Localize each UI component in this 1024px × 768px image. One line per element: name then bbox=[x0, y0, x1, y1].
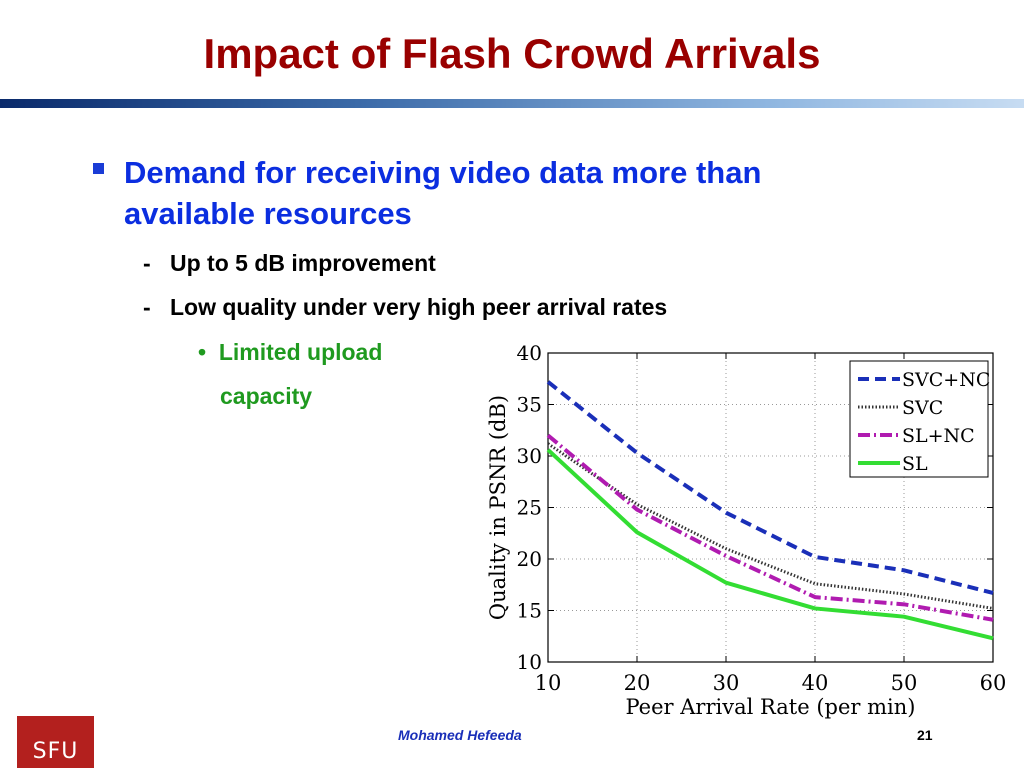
series-line-svc bbox=[547, 442, 994, 610]
legend-label: SVC bbox=[902, 397, 943, 419]
legend-label: SL+NC bbox=[902, 425, 975, 447]
main-bullet: Demand for receiving video data more tha… bbox=[124, 155, 762, 231]
y-tick-label: 30 bbox=[517, 444, 542, 468]
series-line-svc-nc bbox=[546, 380, 994, 595]
x-tick-label: 20 bbox=[624, 671, 651, 695]
y-tick-label: 10 bbox=[517, 650, 542, 674]
sub-bullet-2-text: Low quality under very high peer arrival… bbox=[170, 294, 668, 320]
y-tick-label: 35 bbox=[517, 393, 542, 417]
dash-marker: - bbox=[143, 294, 151, 320]
sub-bullet-1-text: Up to 5 dB improvement bbox=[170, 250, 436, 276]
x-tick-label: 10 bbox=[535, 671, 562, 695]
sfu-logo: SFU bbox=[17, 716, 94, 768]
y-tick-label: 40 bbox=[517, 345, 542, 365]
legend-label: SL bbox=[902, 453, 928, 475]
page-number: 21 bbox=[917, 727, 933, 743]
dot-marker: • bbox=[198, 339, 207, 365]
x-tick-label: 60 bbox=[980, 671, 1007, 695]
sub-sub-bullet: • Limited upload bbox=[198, 330, 382, 374]
x-axis-label: Peer Arrival Rate (per min) bbox=[626, 695, 916, 719]
footer-author: Mohamed Hefeeda bbox=[398, 727, 522, 743]
y-tick-label: 15 bbox=[517, 599, 542, 623]
y-axis-label: Quality in PSNR (dB) bbox=[486, 395, 510, 620]
sub-bullet-1: - Up to 5 dB improvement bbox=[143, 250, 436, 277]
title-divider bbox=[0, 99, 1024, 108]
slide-title: Impact of Flash Crowd Arrivals bbox=[203, 30, 821, 77]
series-line-sl-nc bbox=[546, 433, 994, 622]
legend-box bbox=[849, 360, 989, 478]
x-tick-label: 50 bbox=[891, 671, 918, 695]
sub-bullet-2: - Low quality under very high peer arriva… bbox=[143, 294, 667, 321]
dash-marker: - bbox=[143, 250, 151, 276]
bullet-square-icon bbox=[93, 163, 104, 174]
sub-sub-bullet-line1: Limited upload bbox=[218, 339, 383, 365]
y-tick-label: 20 bbox=[517, 547, 542, 571]
logo-text: SFU bbox=[32, 739, 79, 764]
legend-label: SVC+NC bbox=[902, 369, 990, 391]
x-tick-label: 40 bbox=[802, 671, 829, 695]
series-line-sl bbox=[546, 448, 994, 641]
sub-sub-bullet-line2: capacity bbox=[220, 383, 313, 409]
x-tick-label: 30 bbox=[713, 671, 740, 695]
y-tick-label: 25 bbox=[517, 496, 542, 520]
